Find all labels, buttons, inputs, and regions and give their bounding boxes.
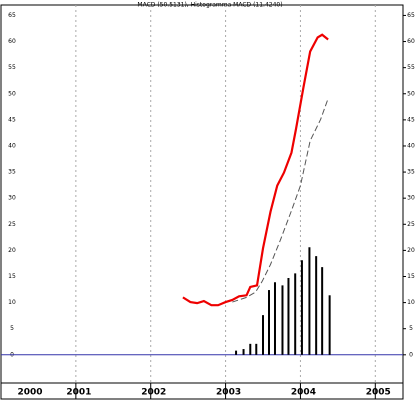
- y-tick-label: 50: [8, 90, 16, 97]
- y-tick-label-right: 55: [407, 64, 415, 71]
- y-tick-label-right: 50: [407, 90, 415, 97]
- y-tick-label-right: 65: [407, 12, 415, 19]
- y-tick-label-right: 15: [407, 273, 415, 280]
- y-tick-label: 20: [8, 247, 16, 254]
- y-tick-label: 65: [8, 12, 16, 19]
- x-axis-band: [0, 382, 404, 400]
- x-tick-label: 2000: [17, 388, 42, 398]
- x-tick-label: 2005: [366, 388, 391, 398]
- y-tick-label-right: 60: [407, 38, 415, 45]
- y-tick-label-right: 40: [407, 142, 415, 149]
- y-tick-label-right: 25: [407, 221, 415, 228]
- series-line: [182, 33, 329, 307]
- y-tick-label: 60: [8, 38, 16, 45]
- y-tick-label: 15: [8, 273, 16, 280]
- y-tick-label-right: 35: [407, 169, 415, 176]
- y-tick-label-right: 10: [407, 299, 415, 306]
- y-tick-label-right: 0: [409, 351, 413, 358]
- plot-frame: [0, 4, 404, 384]
- y-tick-label: 40: [8, 142, 16, 149]
- y-tick-label: 45: [8, 116, 16, 123]
- y-tick-label-right: 45: [407, 116, 415, 123]
- y-tick-label: 25: [8, 221, 16, 228]
- x-tick-label: 2003: [216, 388, 241, 398]
- y-tick-label: 55: [8, 64, 16, 71]
- y-tick-label: 30: [8, 195, 16, 202]
- series-line: [232, 98, 329, 303]
- y-tick-label: 10: [8, 299, 16, 306]
- x-tick-label: 2002: [141, 388, 166, 398]
- y-tick-label-right: 30: [407, 195, 415, 202]
- x-tick-label: 2004: [291, 388, 316, 398]
- y-tick-label-right: 5: [409, 325, 413, 332]
- x-tick-label: 2001: [66, 388, 91, 398]
- y-tick-label-right: 20: [407, 247, 415, 254]
- y-tick-label: 35: [8, 169, 16, 176]
- y-tick-label: 5: [10, 325, 14, 332]
